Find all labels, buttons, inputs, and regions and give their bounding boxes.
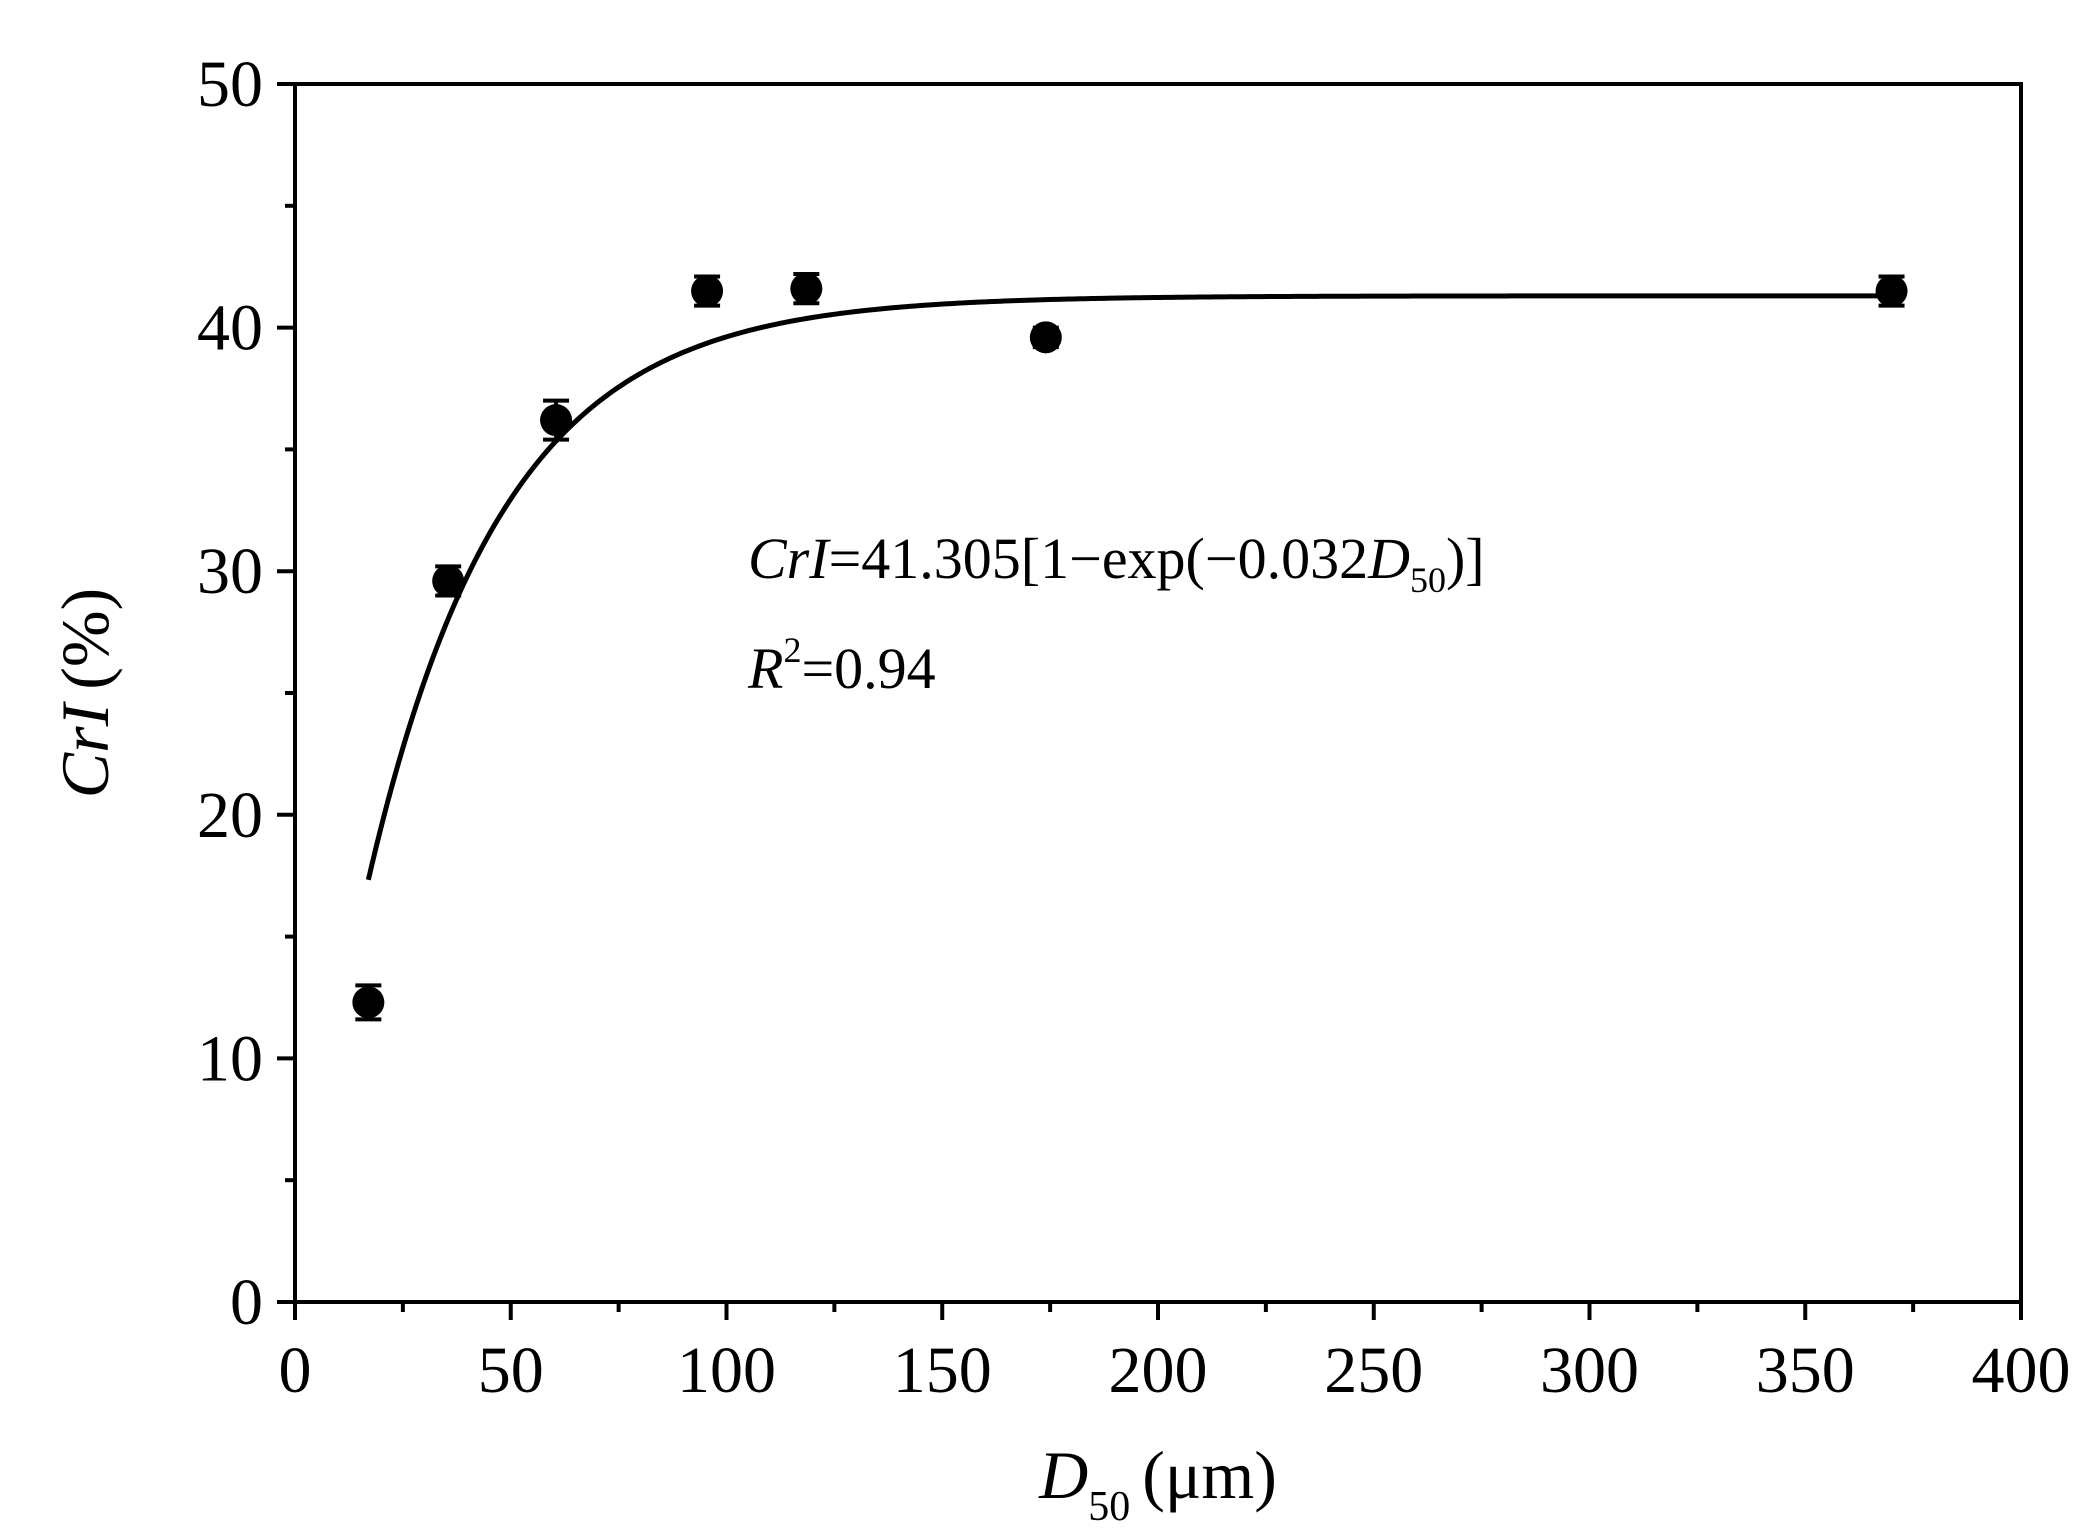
data-point (432, 564, 465, 598)
y-tick-labels: 0 10 20 30 40 50 (197, 48, 263, 1339)
fit-curve (365, 293, 1892, 881)
data-point (352, 983, 385, 1022)
data-point (691, 274, 724, 308)
axis-ticks (277, 82, 2023, 1320)
y-tick-label: 10 (197, 1022, 263, 1095)
x-axis-title: D50 (μm) (1038, 1437, 1277, 1530)
data-point (540, 398, 573, 442)
data-points (352, 272, 1908, 1022)
x-tick-label: 200 (1109, 1334, 1208, 1407)
y-tick-label: 30 (197, 535, 263, 608)
x-tick-label: 150 (893, 1334, 992, 1407)
marker (432, 564, 465, 597)
x-tick-label: 100 (677, 1334, 776, 1407)
y-tick-label: 50 (197, 48, 263, 121)
x-tick-label: 400 (1972, 1334, 2071, 1407)
y-tick-label: 0 (230, 1266, 263, 1339)
plot-frame (293, 82, 2023, 1304)
data-point (790, 272, 823, 306)
marker (790, 272, 823, 305)
data-point (1875, 274, 1908, 308)
marker (352, 986, 385, 1019)
marker (1029, 321, 1062, 354)
marker (540, 404, 573, 437)
fit-equation: CrI=41.305[1−exp(−0.032D50)] (748, 526, 1485, 600)
x-tick-label: 300 (1540, 1334, 1639, 1407)
marker (691, 275, 724, 308)
data-point (1029, 321, 1062, 354)
x-tick-label: 0 (279, 1334, 312, 1407)
x-tick-label: 50 (478, 1334, 544, 1407)
y-axis-title: CrI(%) (47, 588, 123, 798)
y-tick-label: 20 (197, 779, 263, 852)
x-tick-label: 250 (1324, 1334, 1423, 1407)
y-tick-label: 40 (197, 292, 263, 365)
marker (1875, 275, 1908, 308)
x-tick-label: 350 (1756, 1334, 1855, 1407)
x-tick-labels: 0 50 100 150 200 250 300 350 400 (279, 1334, 2071, 1407)
r-squared: R2=0.94 (747, 630, 936, 701)
